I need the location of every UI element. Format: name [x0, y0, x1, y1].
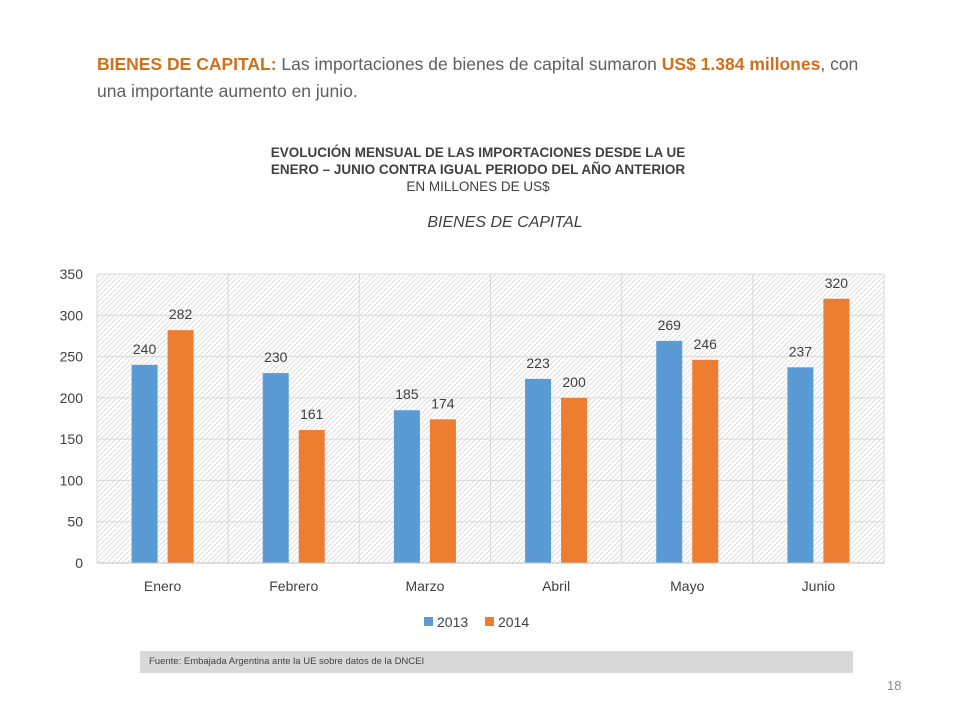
data-label: 269: [658, 317, 682, 333]
legend-swatch-2014: [485, 617, 494, 626]
y-tick-label: 250: [60, 349, 84, 365]
data-label: 223: [526, 355, 550, 371]
bar-2014-abril: [561, 397, 588, 563]
data-label: 174: [431, 395, 455, 411]
bar-2014-marzo: [429, 419, 456, 563]
bar-2014-enero: [167, 330, 194, 563]
intro-text-a: Las importaciones de bienes de capital s…: [276, 54, 662, 74]
y-tick-label: 100: [60, 472, 84, 488]
x-tick-label: Enero: [144, 578, 182, 594]
y-tick-label: 350: [60, 266, 84, 282]
bar-2013-junio: [787, 367, 814, 563]
bar-2014-junio: [823, 298, 850, 563]
data-label: 246: [694, 336, 718, 352]
data-label: 240: [133, 341, 157, 357]
intro-text-b: , con una importante aumento en junio.: [97, 54, 859, 101]
data-label: 185: [395, 386, 419, 402]
intro-highlight: US$ 1.384 millones: [661, 54, 821, 74]
data-label: 230: [264, 349, 288, 365]
heading-line-2: ENERO – JUNIO CONTRA IGUAL PERIODO DEL A…: [270, 162, 686, 177]
bar-2014-febrero: [298, 430, 325, 563]
y-tick-label: 150: [60, 431, 84, 447]
x-tick-label: Marzo: [405, 578, 444, 594]
source-note: Fuente: Embajada Argentina ante la UE so…: [140, 651, 853, 673]
intro-label: BIENES DE CAPITAL:: [97, 54, 277, 74]
legend-label-2013: 2013: [437, 614, 468, 630]
x-tick-label: Mayo: [670, 578, 704, 594]
bar-2014-mayo: [692, 359, 719, 563]
heading-line-1: EVOLUCIÓN MENSUAL DE LAS IMPORTACIONES D…: [270, 145, 686, 160]
bar-2013-abril: [525, 378, 552, 563]
y-tick-label: 50: [67, 514, 83, 530]
data-label: 320: [825, 275, 849, 291]
bar-2013-marzo: [393, 410, 420, 563]
data-label: 200: [562, 374, 586, 390]
data-label: 282: [169, 306, 193, 322]
intro-text: BIENES DE CAPITAL: Las importaciones de …: [97, 51, 887, 105]
y-tick-label: 0: [75, 555, 83, 571]
x-tick-label: Febrero: [269, 578, 318, 594]
y-tick-label: 200: [60, 390, 84, 406]
bar-2013-mayo: [656, 340, 683, 563]
legend-label-2014: 2014: [498, 614, 529, 630]
page-number: 18: [887, 678, 902, 693]
bar-2013-enero: [131, 364, 158, 563]
chart-title: BIENES DE CAPITAL: [427, 214, 583, 231]
x-tick-label: Abril: [542, 578, 570, 594]
heading-line-3: EN MILLONES DE US$: [406, 179, 550, 194]
chart-heading: EVOLUCIÓN MENSUAL DE LAS IMPORTACIONES D…: [0, 144, 956, 195]
data-label: 161: [300, 406, 324, 422]
data-label: 237: [789, 343, 813, 359]
bar-2013-febrero: [262, 373, 289, 563]
x-tick-label: Junio: [802, 578, 836, 594]
legend-swatch-2013: [424, 617, 433, 626]
y-tick-label: 300: [60, 307, 84, 323]
